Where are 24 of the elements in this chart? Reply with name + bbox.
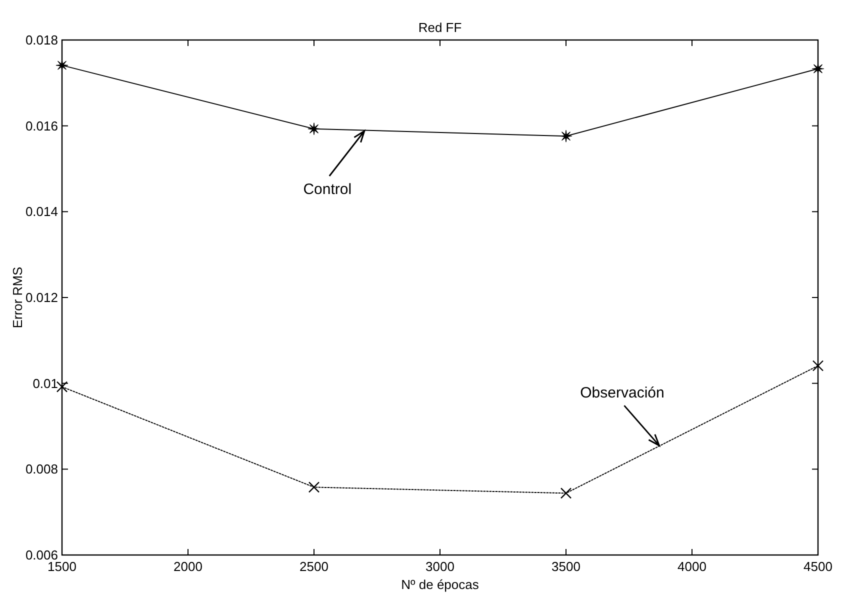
chart-title: Red FF xyxy=(418,20,462,35)
x-tick-label: 2500 xyxy=(300,559,328,574)
y-tick-label: 0.016 xyxy=(25,118,58,134)
y-tick-label: 0.012 xyxy=(25,290,58,306)
y-axis-title: Error RMS xyxy=(10,266,25,328)
x-axis-title: Nº de épocas xyxy=(401,577,480,592)
point xyxy=(56,381,68,392)
point xyxy=(560,130,572,142)
annotation: Control xyxy=(303,180,352,198)
x-tick-label: 3000 xyxy=(426,559,454,574)
x-tick-label: 4500 xyxy=(804,559,832,574)
y-tick-label: 0.018 xyxy=(25,32,58,48)
x-tick-label: 3500 xyxy=(552,559,580,574)
y-tick-label: 0.01 xyxy=(32,376,58,391)
y-tick-label: 0.008 xyxy=(25,462,58,477)
x-tick-label: 4000 xyxy=(678,559,706,574)
annotation: Observación xyxy=(580,384,664,402)
point xyxy=(308,482,320,493)
y-tick-label: 0.014 xyxy=(25,204,58,220)
point xyxy=(812,62,824,76)
point xyxy=(812,360,824,372)
point xyxy=(308,122,320,136)
x-tick-label: 2000 xyxy=(174,559,202,574)
point xyxy=(560,488,572,499)
